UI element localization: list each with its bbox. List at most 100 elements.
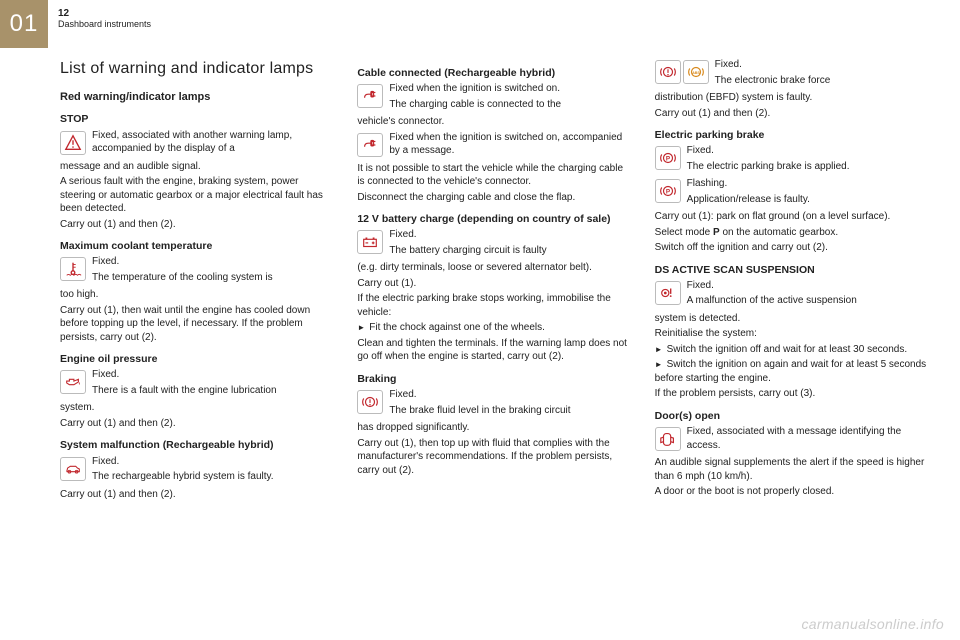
sysmal-heading: System malfunction (Rechargeable hybrid): [60, 438, 335, 452]
text: distribution (EBFD) system is faulty.: [655, 91, 930, 105]
chapter-title: Dashboard instruments: [58, 19, 151, 29]
text: Carry out (1) and then (2).: [655, 107, 930, 121]
text: system.: [60, 401, 335, 415]
text: If the electric parking brake stops work…: [357, 292, 632, 319]
text: Fixed.: [60, 455, 335, 469]
bullet: Fit the chock against one of the wheels.: [357, 321, 632, 335]
text: Carry out (1) and then (2).: [60, 488, 335, 502]
bullet: Switch the ignition off and wait for at …: [655, 343, 930, 357]
battery-entry: Fixed. The battery charging circuit is f…: [357, 228, 632, 259]
text: Reinitialise the system:: [655, 327, 930, 341]
parking-brake-icon: P: [655, 146, 681, 170]
content-area: List of warning and indicator lamps Red …: [60, 58, 930, 610]
cable-entry-2: Fixed when the ignition is switched on, …: [357, 131, 632, 160]
page-number: 12: [58, 8, 151, 19]
text: A malfunction of the active suspension: [655, 294, 930, 308]
column-2: Cable connected (Rechargeable hybrid) Fi…: [357, 58, 632, 610]
text: If the problem persists, carry out (3).: [655, 387, 930, 401]
text: A serious fault with the engine, braking…: [60, 175, 335, 216]
sysmal-entry: Fixed. The rechargeable hybrid system is…: [60, 455, 335, 486]
text: Clean and tighten the terminals. If the …: [357, 337, 632, 364]
text: has dropped significantly.: [357, 421, 632, 435]
text: It is not possible to start the vehicle …: [357, 162, 632, 189]
bullet: Switch the ignition on again and wait fo…: [655, 358, 930, 385]
text: Select mode P on the automatic gearbox.: [655, 226, 930, 240]
oil-heading: Engine oil pressure: [60, 352, 335, 366]
text: An audible signal supplements the alert …: [655, 456, 930, 483]
text: Fixed, associated with another warning l…: [60, 129, 335, 156]
text: The brake fluid level in the braking cir…: [357, 404, 632, 418]
text: Flashing.: [655, 177, 930, 191]
text: (e.g. dirty terminals, loose or severed …: [357, 261, 632, 275]
chapter-badge: 01: [0, 0, 48, 48]
text: Fixed when the ignition is switched on.: [357, 82, 632, 96]
plug-icon: [357, 133, 383, 157]
text: The rechargeable hybrid system is faulty…: [60, 470, 335, 484]
text: Disconnect the charging cable and close …: [357, 191, 632, 205]
text: Fixed.: [655, 279, 930, 293]
battery-icon: [357, 230, 383, 254]
text: Switch off the ignition and carry out (2…: [655, 241, 930, 255]
text: Fixed.: [60, 368, 335, 382]
plug-icon: [357, 84, 383, 108]
ebfd-entry: ABS Fixed. The electronic brake force: [655, 58, 930, 89]
text: The electric parking brake is applied.: [655, 160, 930, 174]
cable-heading: Cable connected (Rechargeable hybrid): [357, 66, 632, 80]
coolant-entry: Fixed. The temperature of the cooling sy…: [60, 255, 335, 286]
dsass-heading: DS ACTIVE SCAN SUSPENSION: [655, 263, 930, 277]
text: Fixed when the ignition is switched on, …: [357, 131, 632, 158]
door-open-icon: [655, 427, 681, 451]
hybrid-car-icon: [60, 457, 86, 481]
coolant-heading: Maximum coolant temperature: [60, 239, 335, 253]
text: Carry out (1): park on flat ground (on a…: [655, 210, 930, 224]
braking-entry: Fixed. The brake fluid level in the brak…: [357, 388, 632, 419]
svg-text:ABS: ABS: [692, 71, 700, 75]
text: message and an audible signal.: [60, 160, 335, 174]
text: Carry out (1), then wait until the engin…: [60, 304, 335, 345]
text: The battery charging circuit is faulty: [357, 244, 632, 258]
text: There is a fault with the engine lubrica…: [60, 384, 335, 398]
text: Fixed.: [655, 144, 930, 158]
svg-text:P: P: [666, 189, 670, 196]
oil-can-icon: [60, 370, 86, 394]
text: The charging cable is connected to the: [357, 98, 632, 112]
text: system is detected.: [655, 312, 930, 326]
text: Carry out (1) and then (2).: [60, 218, 335, 232]
brake-warning-icon: [357, 390, 383, 414]
suspension-icon: [655, 281, 681, 305]
text: Carry out (1) and then (2).: [60, 417, 335, 431]
text: Fixed.: [357, 388, 632, 402]
battery-heading: 12 V battery charge (depending on countr…: [357, 212, 632, 226]
brake-warning-icon: [655, 60, 681, 84]
text: The temperature of the cooling system is: [60, 271, 335, 285]
text: Fixed.: [60, 255, 335, 269]
red-lamps-heading: Red warning/indicator lamps: [60, 90, 335, 105]
cable-entry-1: Fixed when the ignition is switched on. …: [357, 82, 632, 113]
epb-entry-2: P Flashing. Application/release is fault…: [655, 177, 930, 208]
stop-entry: Fixed, associated with another warning l…: [60, 129, 335, 158]
text: vehicle's connector.: [357, 115, 632, 129]
watermark: carmanualsonline.info: [802, 616, 945, 632]
epb-entry-1: P Fixed. The electric parking brake is a…: [655, 144, 930, 175]
stop-heading: STOP: [60, 112, 335, 126]
doors-heading: Door(s) open: [655, 409, 930, 423]
svg-text:P: P: [666, 156, 670, 163]
text: Application/release is faulty.: [655, 193, 930, 207]
parking-brake-icon: P: [655, 179, 681, 203]
text: Carry out (1), then top up with fluid th…: [357, 437, 632, 478]
section-title: List of warning and indicator lamps: [60, 58, 335, 80]
text: A door or the boot is not properly close…: [655, 485, 930, 499]
text: too high.: [60, 288, 335, 302]
dsass-entry: Fixed. A malfunction of the active suspe…: [655, 279, 930, 310]
oil-entry: Fixed. There is a fault with the engine …: [60, 368, 335, 399]
braking-heading: Braking: [357, 372, 632, 386]
doors-entry: Fixed, associated with a message identif…: [655, 425, 930, 454]
abs-icon: ABS: [683, 60, 709, 84]
warning-triangle-icon: [60, 131, 86, 155]
epb-heading: Electric parking brake: [655, 128, 930, 142]
temperature-icon: [60, 257, 86, 281]
column-3: ABS Fixed. The electronic brake force di…: [655, 58, 930, 610]
page-header: 12 Dashboard instruments: [58, 8, 151, 30]
text: Fixed.: [357, 228, 632, 242]
text: Carry out (1).: [357, 277, 632, 291]
